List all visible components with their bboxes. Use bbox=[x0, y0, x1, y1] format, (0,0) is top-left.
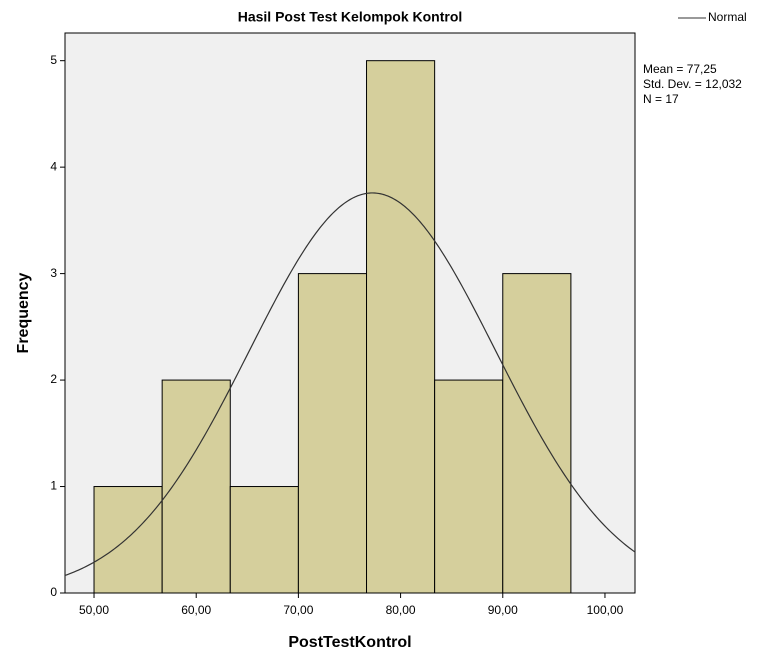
x-tick-label: 100,00 bbox=[587, 603, 624, 617]
stat-sd: Std. Dev. = 12,032 bbox=[643, 77, 742, 91]
legend-label: Normal bbox=[708, 10, 747, 24]
bar bbox=[502, 273, 572, 594]
stat-n: N = 17 bbox=[643, 92, 679, 106]
x-tick-label: 80,00 bbox=[386, 603, 416, 617]
y-tick-label: 0 bbox=[50, 585, 57, 599]
y-tick-label: 4 bbox=[50, 159, 57, 173]
y-tick-label: 3 bbox=[50, 266, 57, 280]
y-tick-label: 1 bbox=[50, 479, 57, 493]
y-axis-label: Frequency bbox=[15, 272, 32, 353]
x-tick-label: 50,00 bbox=[79, 603, 109, 617]
bar bbox=[161, 379, 231, 594]
bar bbox=[229, 486, 299, 594]
x-tick-label: 90,00 bbox=[488, 603, 518, 617]
bar bbox=[93, 486, 163, 594]
stat-mean: Mean = 77,25 bbox=[643, 62, 717, 76]
chart-title: Hasil Post Test Kelompok Kontrol bbox=[238, 9, 463, 25]
x-tick-label: 70,00 bbox=[283, 603, 313, 617]
bar bbox=[366, 60, 436, 594]
y-tick-label: 2 bbox=[50, 372, 57, 386]
bar bbox=[434, 379, 504, 594]
bar bbox=[297, 273, 368, 594]
x-tick-label: 60,00 bbox=[181, 603, 211, 617]
y-tick-label: 5 bbox=[50, 53, 57, 67]
normal-curve bbox=[64, 192, 636, 577]
x-axis-label: PostTestKontrol bbox=[288, 634, 411, 651]
